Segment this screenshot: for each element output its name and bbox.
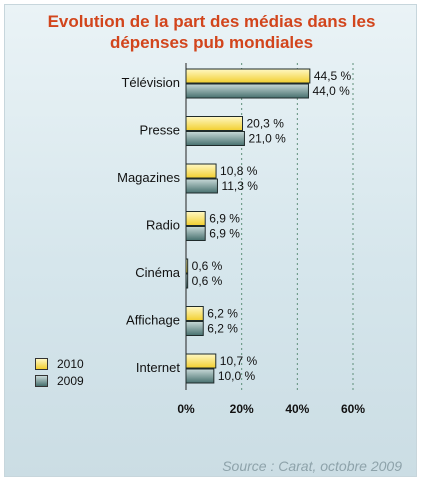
bar-2010-Affichage (185, 306, 204, 321)
data-label: 10,0 % (218, 369, 256, 383)
bar-2010-Magazines (185, 163, 217, 179)
bar-2010-Internet (185, 353, 217, 369)
bar-2009-Télévision (185, 83, 309, 99)
bar-2010-Radio (185, 211, 206, 226)
category-label: Affichage (126, 313, 180, 328)
data-label: 21,0 % (248, 132, 286, 146)
category-label: Cinéma (135, 265, 181, 280)
x-tick-label: 60% (341, 402, 365, 416)
category-label: Radio (146, 218, 180, 233)
bar-chart: Télévision 44,5 %44,0 % Presse 20,3 %21,0 %… (117, 63, 365, 416)
category-label: Presse (140, 123, 180, 138)
category-label: Magazines (117, 170, 180, 185)
data-label: 10,8 % (220, 164, 258, 178)
category-label: Télévision (121, 75, 180, 90)
data-label: 6,2 % (207, 307, 238, 321)
legend-swatch-2009 (35, 374, 48, 387)
bar-2009-Cinéma (185, 273, 189, 289)
bar-2010-Presse (185, 116, 244, 131)
chart-title-line-1: Evolution de la part des médias dans les (47, 12, 376, 31)
bar-2009-Internet (185, 368, 215, 384)
bar-2009-Magazines (185, 178, 218, 194)
legend-item-2010: 2010 (35, 355, 84, 372)
data-label: 10,7 % (220, 354, 258, 368)
data-label: 20,3 % (247, 117, 285, 131)
chart-title-line-2: dépenses pub mondiales (109, 33, 314, 52)
legend-label-2010: 2010 (57, 356, 84, 371)
data-label: 0,6 % (192, 259, 223, 273)
data-label: 6,9 % (209, 212, 240, 226)
chart-frame: Evolution de la part des médias dans les… (4, 4, 417, 477)
data-label: 6,2 % (207, 322, 238, 336)
bar-2009-Presse (185, 131, 245, 146)
data-label: 6,9 % (209, 227, 240, 241)
data-label: 44,5 % (314, 69, 352, 83)
x-tick-label: 40% (285, 402, 309, 416)
data-label: 0,6 % (192, 274, 223, 288)
source-note: Source : Carat, octobre 2009 (222, 458, 402, 474)
category-label: Internet (136, 360, 180, 375)
data-label: 44,0 % (312, 84, 350, 98)
legend-swatch-2010 (35, 357, 48, 370)
bar-2010-Cinéma (185, 258, 189, 274)
data-label: 11,3 % (221, 179, 258, 193)
legend-item-2009: 2009 (35, 372, 84, 389)
bar-2010-Télévision (185, 68, 311, 84)
bar-2009-Affichage (185, 321, 204, 336)
chart-legend: 2010 2009 (35, 355, 84, 389)
chart-title: Evolution de la part des médias dans les… (5, 11, 418, 53)
x-tick-label: 20% (230, 402, 254, 416)
bar-2009-Radio (185, 226, 206, 241)
legend-label-2009: 2009 (57, 373, 84, 388)
x-tick-label: 0% (177, 402, 195, 416)
